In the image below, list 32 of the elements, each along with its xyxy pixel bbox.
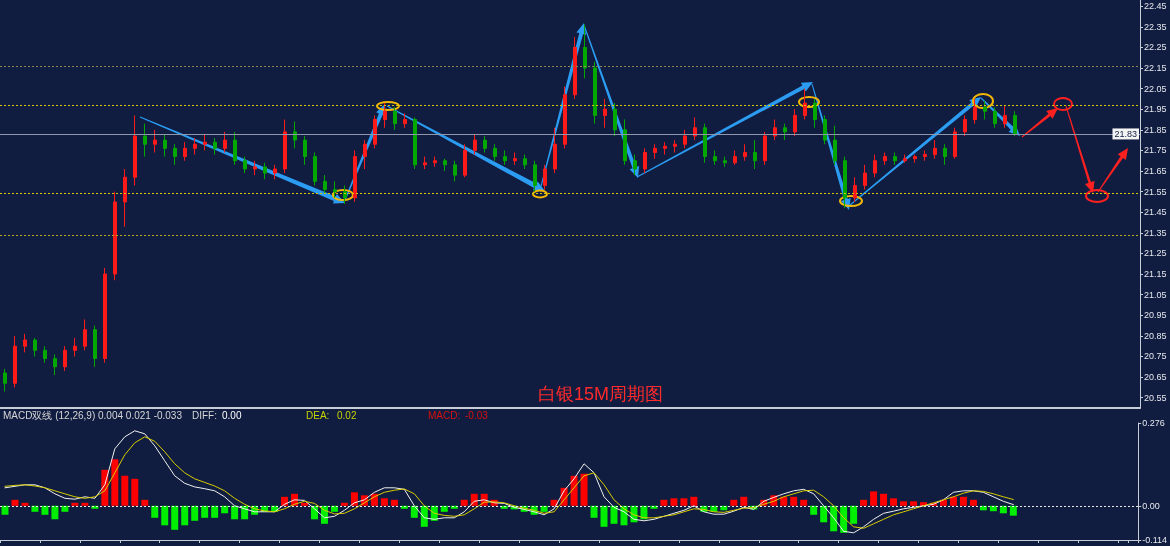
y-tick-label: 20.65 bbox=[1144, 372, 1167, 383]
y-tick-label: 21.15 bbox=[1144, 269, 1167, 280]
y-tick-label: 22.45 bbox=[1144, 1, 1167, 12]
y-tick-label: 21.45 bbox=[1144, 207, 1167, 218]
text: DEA: bbox=[306, 409, 330, 421]
y-tick-label: 21.25 bbox=[1144, 248, 1167, 259]
text: MACD双线 (12,26,9) 0.004 0.021 -0.033 bbox=[3, 409, 183, 421]
y-tick-label: 22.05 bbox=[1144, 83, 1167, 94]
text: 白银15M周期图 bbox=[538, 384, 664, 404]
y-tick-label: 21.75 bbox=[1144, 145, 1167, 156]
text: 0.02 bbox=[337, 409, 357, 421]
y-tick-label: 21.95 bbox=[1144, 104, 1167, 115]
text: 0.00 bbox=[222, 409, 242, 421]
text: MACD: bbox=[428, 409, 461, 421]
y-tick-label: 0.00 bbox=[1142, 500, 1160, 511]
y-tick-label: 21.55 bbox=[1144, 186, 1167, 197]
y-tick-label: -0.114 bbox=[1142, 535, 1168, 545]
y-tick-label: 21.85 bbox=[1144, 124, 1167, 135]
y-tick-label: 21.35 bbox=[1144, 227, 1167, 238]
y-tick-label: 21.65 bbox=[1144, 166, 1167, 177]
y-tick-label: 0.276 bbox=[1142, 418, 1165, 428]
y-tick-label: 20.95 bbox=[1144, 310, 1167, 321]
text: DIFF: bbox=[192, 409, 217, 421]
y-tick-label: 22.35 bbox=[1144, 21, 1167, 32]
y-tick-label: 20.85 bbox=[1144, 330, 1167, 341]
y-tick-label: 21.05 bbox=[1144, 289, 1167, 300]
y-tick-label: 20.75 bbox=[1144, 351, 1167, 362]
text: -0.03 bbox=[465, 409, 489, 421]
y-tick-label: 22.15 bbox=[1144, 63, 1167, 73]
ref-line-label: 21.83 bbox=[1114, 128, 1137, 139]
y-tick-label: 22.25 bbox=[1144, 42, 1167, 53]
y-tick-label: 20.55 bbox=[1144, 392, 1167, 403]
